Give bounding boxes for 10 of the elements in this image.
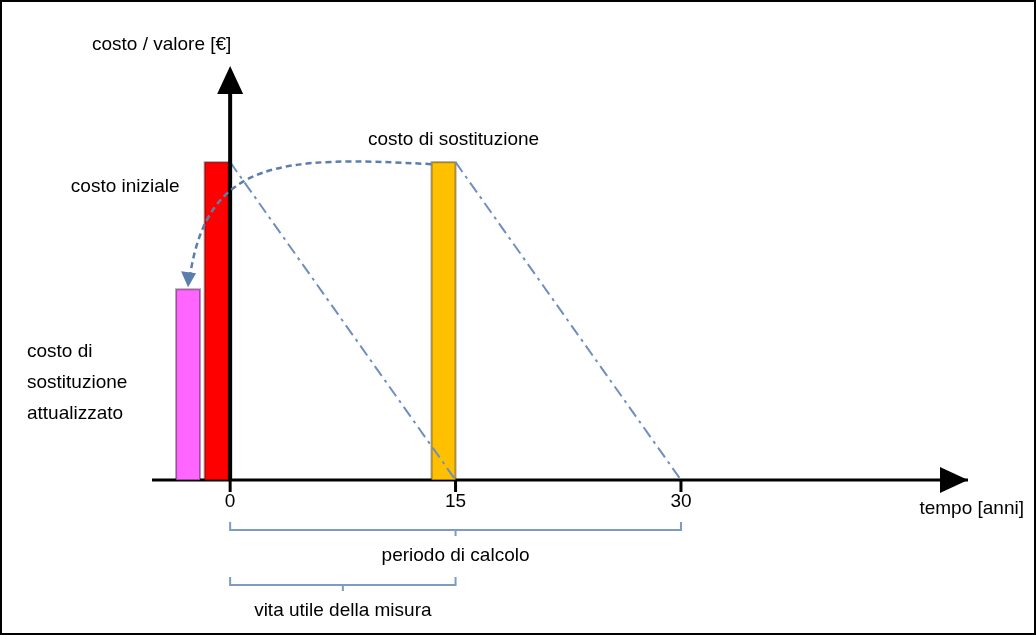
text: vita utile della misura xyxy=(254,599,432,620)
x-tick-label: 0 xyxy=(224,490,236,512)
text: costo / valore [€] xyxy=(92,33,232,54)
annotation: costo di sostituzione xyxy=(367,128,540,150)
text: periodo di calcolo xyxy=(381,544,530,565)
x-axis-title: tempo [anni] xyxy=(919,497,1024,518)
x-tick-label: 15 xyxy=(444,490,467,512)
text: costo di sostituzione attualizzato xyxy=(27,340,128,423)
annotation: costo iniziale xyxy=(70,175,180,197)
x-tick-label: 30 xyxy=(670,490,692,512)
